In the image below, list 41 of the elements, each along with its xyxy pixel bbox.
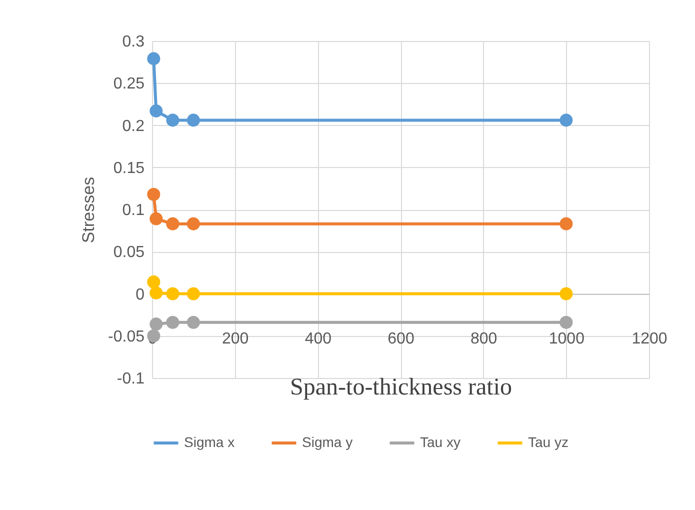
point (150, 212, 163, 226)
x-tick-label: 1000 (548, 330, 585, 348)
point (150, 318, 163, 331)
point (166, 114, 180, 127)
y-tick-label: -0.05 (108, 328, 145, 346)
y-tick-label: 0.3 (122, 34, 145, 50)
point (186, 287, 200, 300)
point (147, 275, 160, 288)
point (147, 329, 160, 342)
x-tick-label: 1200 (632, 330, 668, 348)
x-tick-label: 600 (388, 330, 414, 348)
legend-label: Sigma x (184, 434, 235, 450)
y-tick-label: 0.25 (113, 76, 145, 93)
legend-label: Sigma y (302, 434, 353, 450)
x-tick-label: 400 (304, 330, 332, 348)
y-tick-label: -0.1 (116, 370, 145, 388)
legend-label: Tau xy (420, 434, 460, 450)
x-tick-label: 800 (470, 330, 498, 348)
point (166, 217, 180, 230)
point (560, 316, 573, 329)
y-tick-label: 0.15 (113, 160, 145, 177)
point (186, 316, 200, 329)
x-tick-label: 200 (222, 330, 249, 348)
point (560, 217, 573, 230)
y-tick-label: 0.05 (113, 244, 145, 262)
x-axis-title: Span-to-thickness ratio (290, 374, 512, 400)
point (186, 217, 200, 230)
y-tick-label: 0.1 (122, 202, 145, 219)
point (166, 316, 180, 329)
point (150, 104, 163, 118)
point (150, 286, 163, 300)
point (186, 114, 200, 127)
point (560, 287, 573, 300)
y-tick-label: 0.2 (122, 118, 145, 135)
point (560, 114, 573, 127)
point (166, 287, 180, 300)
y-tick-label: 0 (136, 286, 145, 304)
point (147, 52, 160, 66)
legend-label: Tau yz (528, 434, 568, 450)
y-axis-title: Stresses (79, 176, 98, 244)
point (147, 188, 160, 201)
